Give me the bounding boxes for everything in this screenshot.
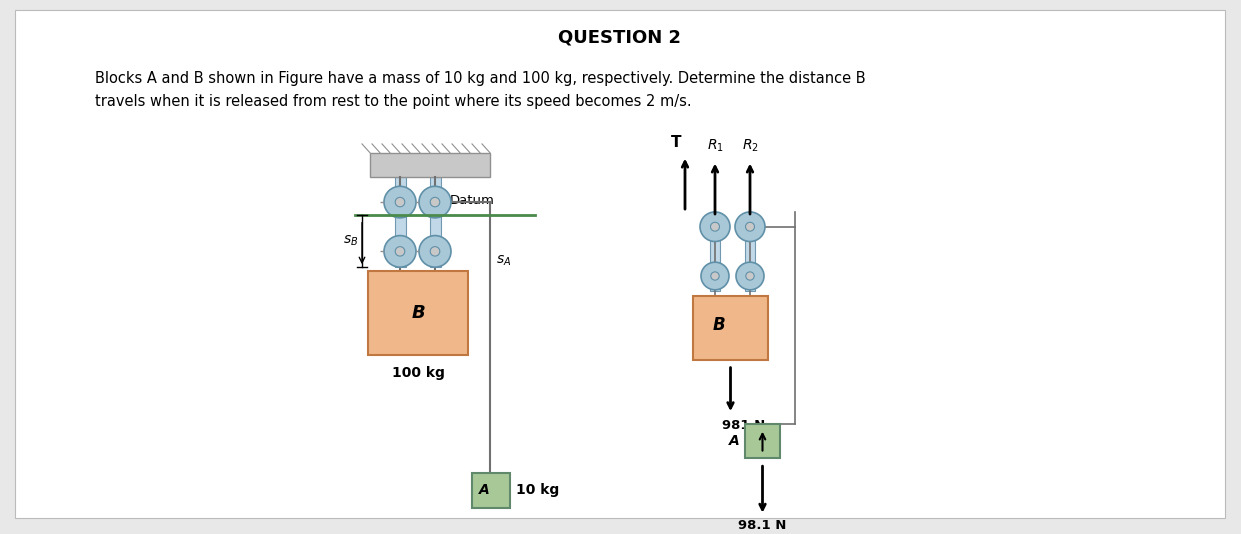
Bar [370,153,490,177]
Text: QUESTION 2: QUESTION 2 [558,28,681,46]
Bar [369,271,468,355]
Text: A: A [479,483,490,497]
Bar [745,424,781,458]
Text: 10 kg: 10 kg [516,483,560,497]
Circle shape [419,235,450,267]
Circle shape [735,212,764,241]
Circle shape [395,247,405,256]
Text: $R_1$: $R_1$ [706,137,724,154]
Circle shape [711,272,720,280]
Bar [395,177,406,267]
Text: Datum: Datum [450,194,495,207]
Circle shape [711,222,720,231]
Circle shape [383,235,416,267]
Circle shape [736,262,764,290]
Circle shape [383,186,416,218]
Bar [429,177,441,267]
Bar [710,217,720,291]
Circle shape [701,262,728,290]
Text: B: B [411,304,424,322]
Text: B: B [712,316,726,334]
Circle shape [746,222,755,231]
Circle shape [431,247,439,256]
Circle shape [700,212,730,241]
Circle shape [419,186,450,218]
Text: 100 kg: 100 kg [392,366,444,380]
Circle shape [431,198,439,207]
Text: Blocks A and B shown in Figure have a mass of 10 kg and 100 kg, respectively. De: Blocks A and B shown in Figure have a ma… [96,72,866,87]
Text: A: A [730,434,740,448]
Text: travels when it is released from rest to the point where its speed becomes 2 m/s: travels when it is released from rest to… [96,94,691,109]
Text: T: T [670,135,681,150]
Circle shape [395,198,405,207]
Bar [472,473,510,508]
Text: $s_A$: $s_A$ [496,254,511,269]
Text: $s_B$: $s_B$ [343,234,357,248]
Text: 98.1 N: 98.1 N [738,520,787,532]
Bar [745,217,755,291]
Text: 981 N: 981 N [722,419,766,432]
Bar [692,296,768,360]
Text: $R_2$: $R_2$ [742,137,758,154]
Circle shape [746,272,755,280]
